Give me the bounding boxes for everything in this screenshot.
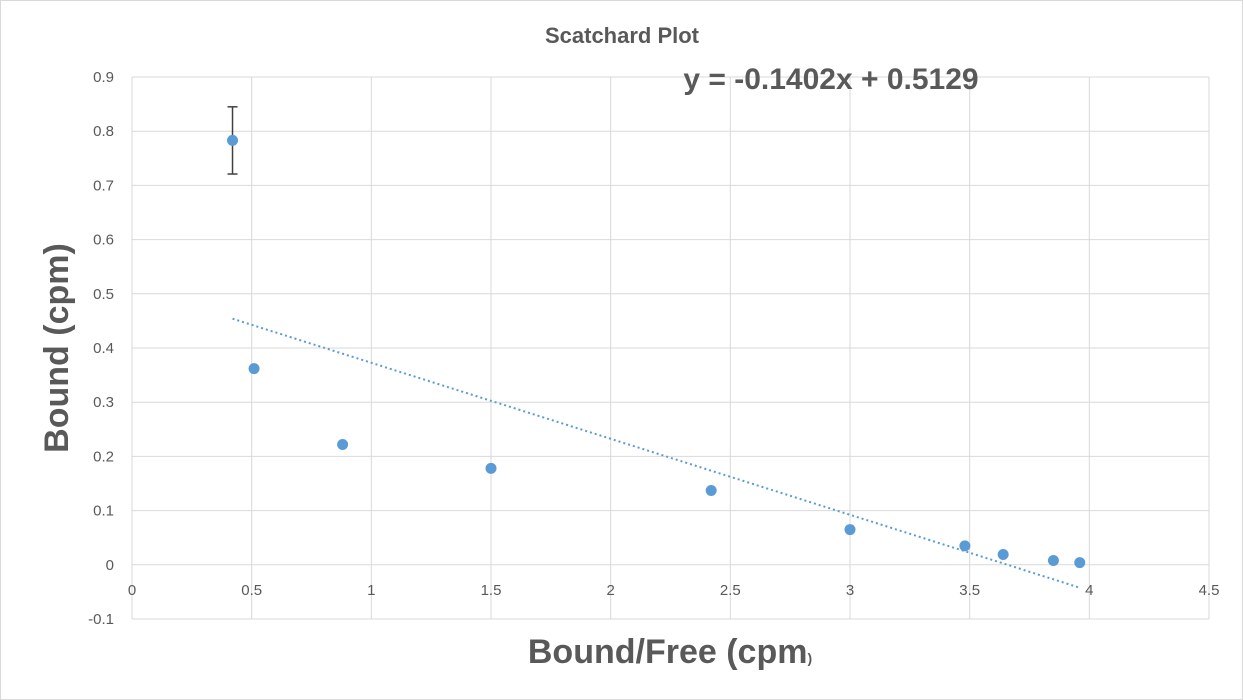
x-tick-label: 3 (846, 582, 854, 599)
x-tick-label: 2 (606, 582, 614, 599)
trendline-equation: y = -0.1402x + 0.5129 (683, 63, 978, 96)
y-tick-label: 0.7 (93, 177, 114, 194)
x-tick-label: 1 (367, 582, 375, 599)
data-point (248, 363, 260, 375)
y-axis-title: Bound (cpm) (38, 243, 76, 453)
x-tick-label: 2.5 (720, 582, 741, 599)
y-tick-label: 0.4 (93, 340, 114, 357)
y-tick-label: 0.5 (93, 286, 114, 303)
data-point (959, 540, 971, 552)
x-tick-label: 3.5 (959, 582, 980, 599)
x-axis-title-group: Bound/Free (cpm) (528, 633, 812, 671)
chart-title: Scatchard Plot (545, 23, 700, 48)
x-tick-label: 0 (128, 582, 136, 599)
data-point (1047, 554, 1059, 566)
x-tick-label: 0.5 (241, 582, 262, 599)
x-axis-title-suffix: ) (807, 650, 812, 666)
data-point (1074, 557, 1086, 569)
y-tick-label: 0.3 (93, 394, 114, 411)
x-tick-label: 1.5 (481, 582, 502, 599)
y-tick-label: 0 (106, 557, 114, 574)
data-point (997, 549, 1009, 561)
y-axis-tick-labels: -0.1 0 0.1 0.2 0.3 0.4 0.5 0.6 0.7 0.8 0.9 (88, 69, 114, 628)
trendline (232, 317, 1081, 589)
x-axis-tick-labels: 0 0.5 1 1.5 2 2.5 3 3.5 4 4.5 (128, 582, 1220, 599)
data-point (485, 462, 497, 474)
y-tick-label: 0.1 (93, 503, 114, 520)
data-point (705, 485, 717, 497)
data-point (227, 134, 239, 146)
x-tick-label: 4 (1085, 582, 1093, 599)
x-tick-label: 4.5 (1199, 582, 1220, 599)
y-tick-label: 0.8 (93, 123, 114, 140)
data-point (844, 524, 856, 536)
trendline-layer (232, 317, 1081, 589)
gridlines (131, 76, 1210, 620)
data-point (337, 438, 349, 450)
y-tick-label: -0.1 (88, 611, 114, 628)
y-tick-label: 0.9 (93, 69, 114, 86)
data-points (227, 134, 1086, 569)
x-axis-title: Bound/Free (cpm (528, 633, 808, 671)
y-tick-label: 0.6 (93, 232, 114, 249)
y-tick-label: 0.2 (93, 448, 114, 465)
